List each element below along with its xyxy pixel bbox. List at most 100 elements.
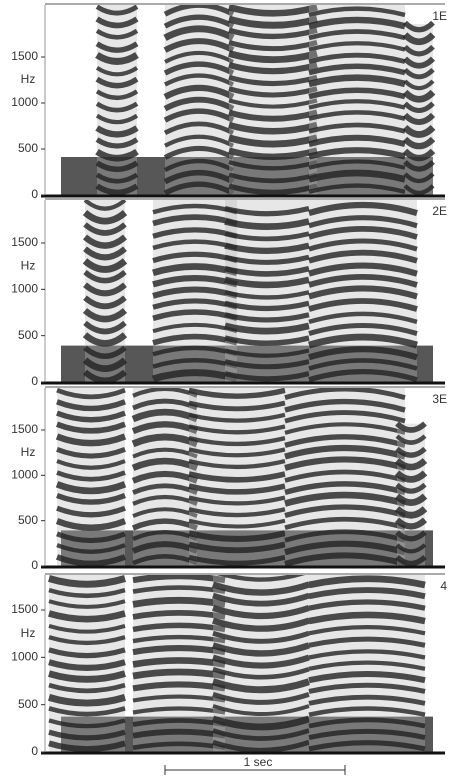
harmonic bbox=[394, 470, 428, 483]
harmonic bbox=[308, 226, 418, 240]
harmonic bbox=[308, 63, 406, 76]
harmonic bbox=[394, 458, 428, 471]
harmonic bbox=[395, 543, 427, 554]
harmonic bbox=[131, 433, 199, 448]
harmonic bbox=[403, 67, 435, 80]
harmonic bbox=[82, 332, 128, 347]
harmonic bbox=[131, 457, 199, 471]
harmonic bbox=[48, 718, 126, 729]
harmonic bbox=[228, 39, 318, 52]
harmonic bbox=[131, 541, 199, 554]
harmonic bbox=[95, 66, 139, 77]
harmonic bbox=[132, 530, 198, 541]
harmonic bbox=[132, 575, 226, 584]
harmonic bbox=[308, 6, 406, 18]
harmonic bbox=[284, 504, 406, 519]
harmonic bbox=[211, 678, 311, 694]
spectrogram-panel: 0 500 1000 1500 Hz 3E bbox=[11, 386, 447, 572]
harmonic bbox=[284, 469, 406, 483]
harmonic bbox=[163, 84, 235, 100]
harmonic bbox=[228, 109, 318, 122]
harmonic bbox=[308, 159, 406, 170]
harmonic bbox=[132, 634, 226, 644]
harmonic bbox=[48, 624, 126, 634]
harmonic bbox=[188, 483, 286, 495]
harmonic bbox=[48, 599, 126, 609]
harmonic bbox=[48, 659, 126, 671]
harmonic bbox=[217, 575, 305, 582]
harmonic bbox=[188, 388, 286, 399]
harmonic bbox=[224, 218, 310, 230]
harmonic bbox=[212, 666, 310, 680]
harmonic bbox=[224, 322, 310, 335]
harmonic bbox=[48, 740, 126, 752]
harmonic bbox=[308, 183, 406, 195]
harmonic bbox=[55, 554, 127, 566]
harmonic bbox=[132, 657, 226, 668]
harmonic bbox=[403, 160, 435, 172]
harmonic bbox=[403, 172, 435, 184]
harmonic bbox=[56, 447, 126, 459]
harmonic bbox=[284, 410, 406, 424]
harmonic bbox=[163, 121, 235, 136]
tick-label: 1500 bbox=[11, 422, 38, 436]
harmonic bbox=[56, 543, 126, 554]
harmonic bbox=[188, 424, 286, 435]
harmonic bbox=[55, 518, 127, 531]
harmonic bbox=[228, 61, 318, 75]
harmonic bbox=[308, 346, 418, 361]
harmonic bbox=[56, 531, 126, 544]
harmonic bbox=[224, 290, 310, 300]
axis-unit: Hz bbox=[21, 72, 36, 86]
harmonic bbox=[95, 148, 139, 162]
harmonic bbox=[48, 635, 126, 645]
harmonic bbox=[395, 421, 427, 433]
harmonic bbox=[56, 399, 126, 412]
harmonic bbox=[308, 52, 406, 64]
harmonic bbox=[224, 231, 310, 242]
harmonic bbox=[308, 706, 426, 717]
harmonic bbox=[83, 345, 127, 359]
harmonic bbox=[308, 682, 426, 694]
harmonic bbox=[56, 492, 126, 505]
harmonic bbox=[48, 706, 126, 717]
harmonic bbox=[284, 456, 406, 471]
harmonic bbox=[308, 249, 418, 264]
harmonic bbox=[95, 52, 139, 65]
harmonic bbox=[228, 147, 318, 160]
harmonic bbox=[308, 671, 426, 684]
tick-label: 1000 bbox=[11, 282, 38, 296]
harmonic bbox=[56, 470, 126, 482]
harmonic bbox=[48, 729, 126, 741]
harmonic bbox=[308, 298, 418, 312]
harmonic bbox=[48, 647, 126, 659]
harmonic bbox=[95, 183, 139, 195]
harmonic bbox=[402, 124, 436, 138]
harmonic bbox=[228, 121, 318, 135]
tick-label: 500 bbox=[18, 141, 38, 155]
harmonic bbox=[395, 434, 427, 445]
harmonic bbox=[83, 222, 127, 236]
harmonic bbox=[212, 617, 310, 632]
harmonic bbox=[83, 282, 127, 297]
harmonic bbox=[132, 596, 226, 608]
harmonic bbox=[308, 717, 426, 729]
axis-unit: Hz bbox=[21, 258, 36, 272]
harmonic bbox=[224, 300, 310, 312]
harmonic bbox=[132, 668, 226, 680]
harmonic bbox=[95, 16, 139, 29]
harmonic bbox=[132, 554, 198, 566]
harmonic bbox=[284, 529, 406, 543]
harmonic bbox=[403, 184, 435, 195]
harmonic bbox=[228, 86, 318, 98]
harmonic bbox=[284, 434, 406, 448]
harmonic bbox=[228, 50, 318, 64]
harmonic bbox=[163, 181, 235, 195]
harmonic bbox=[132, 645, 226, 656]
harmonic bbox=[163, 5, 235, 17]
harmonic bbox=[224, 254, 310, 265]
voiced-region bbox=[397, 423, 425, 566]
harmonic bbox=[224, 359, 310, 370]
harmonic bbox=[308, 122, 406, 134]
